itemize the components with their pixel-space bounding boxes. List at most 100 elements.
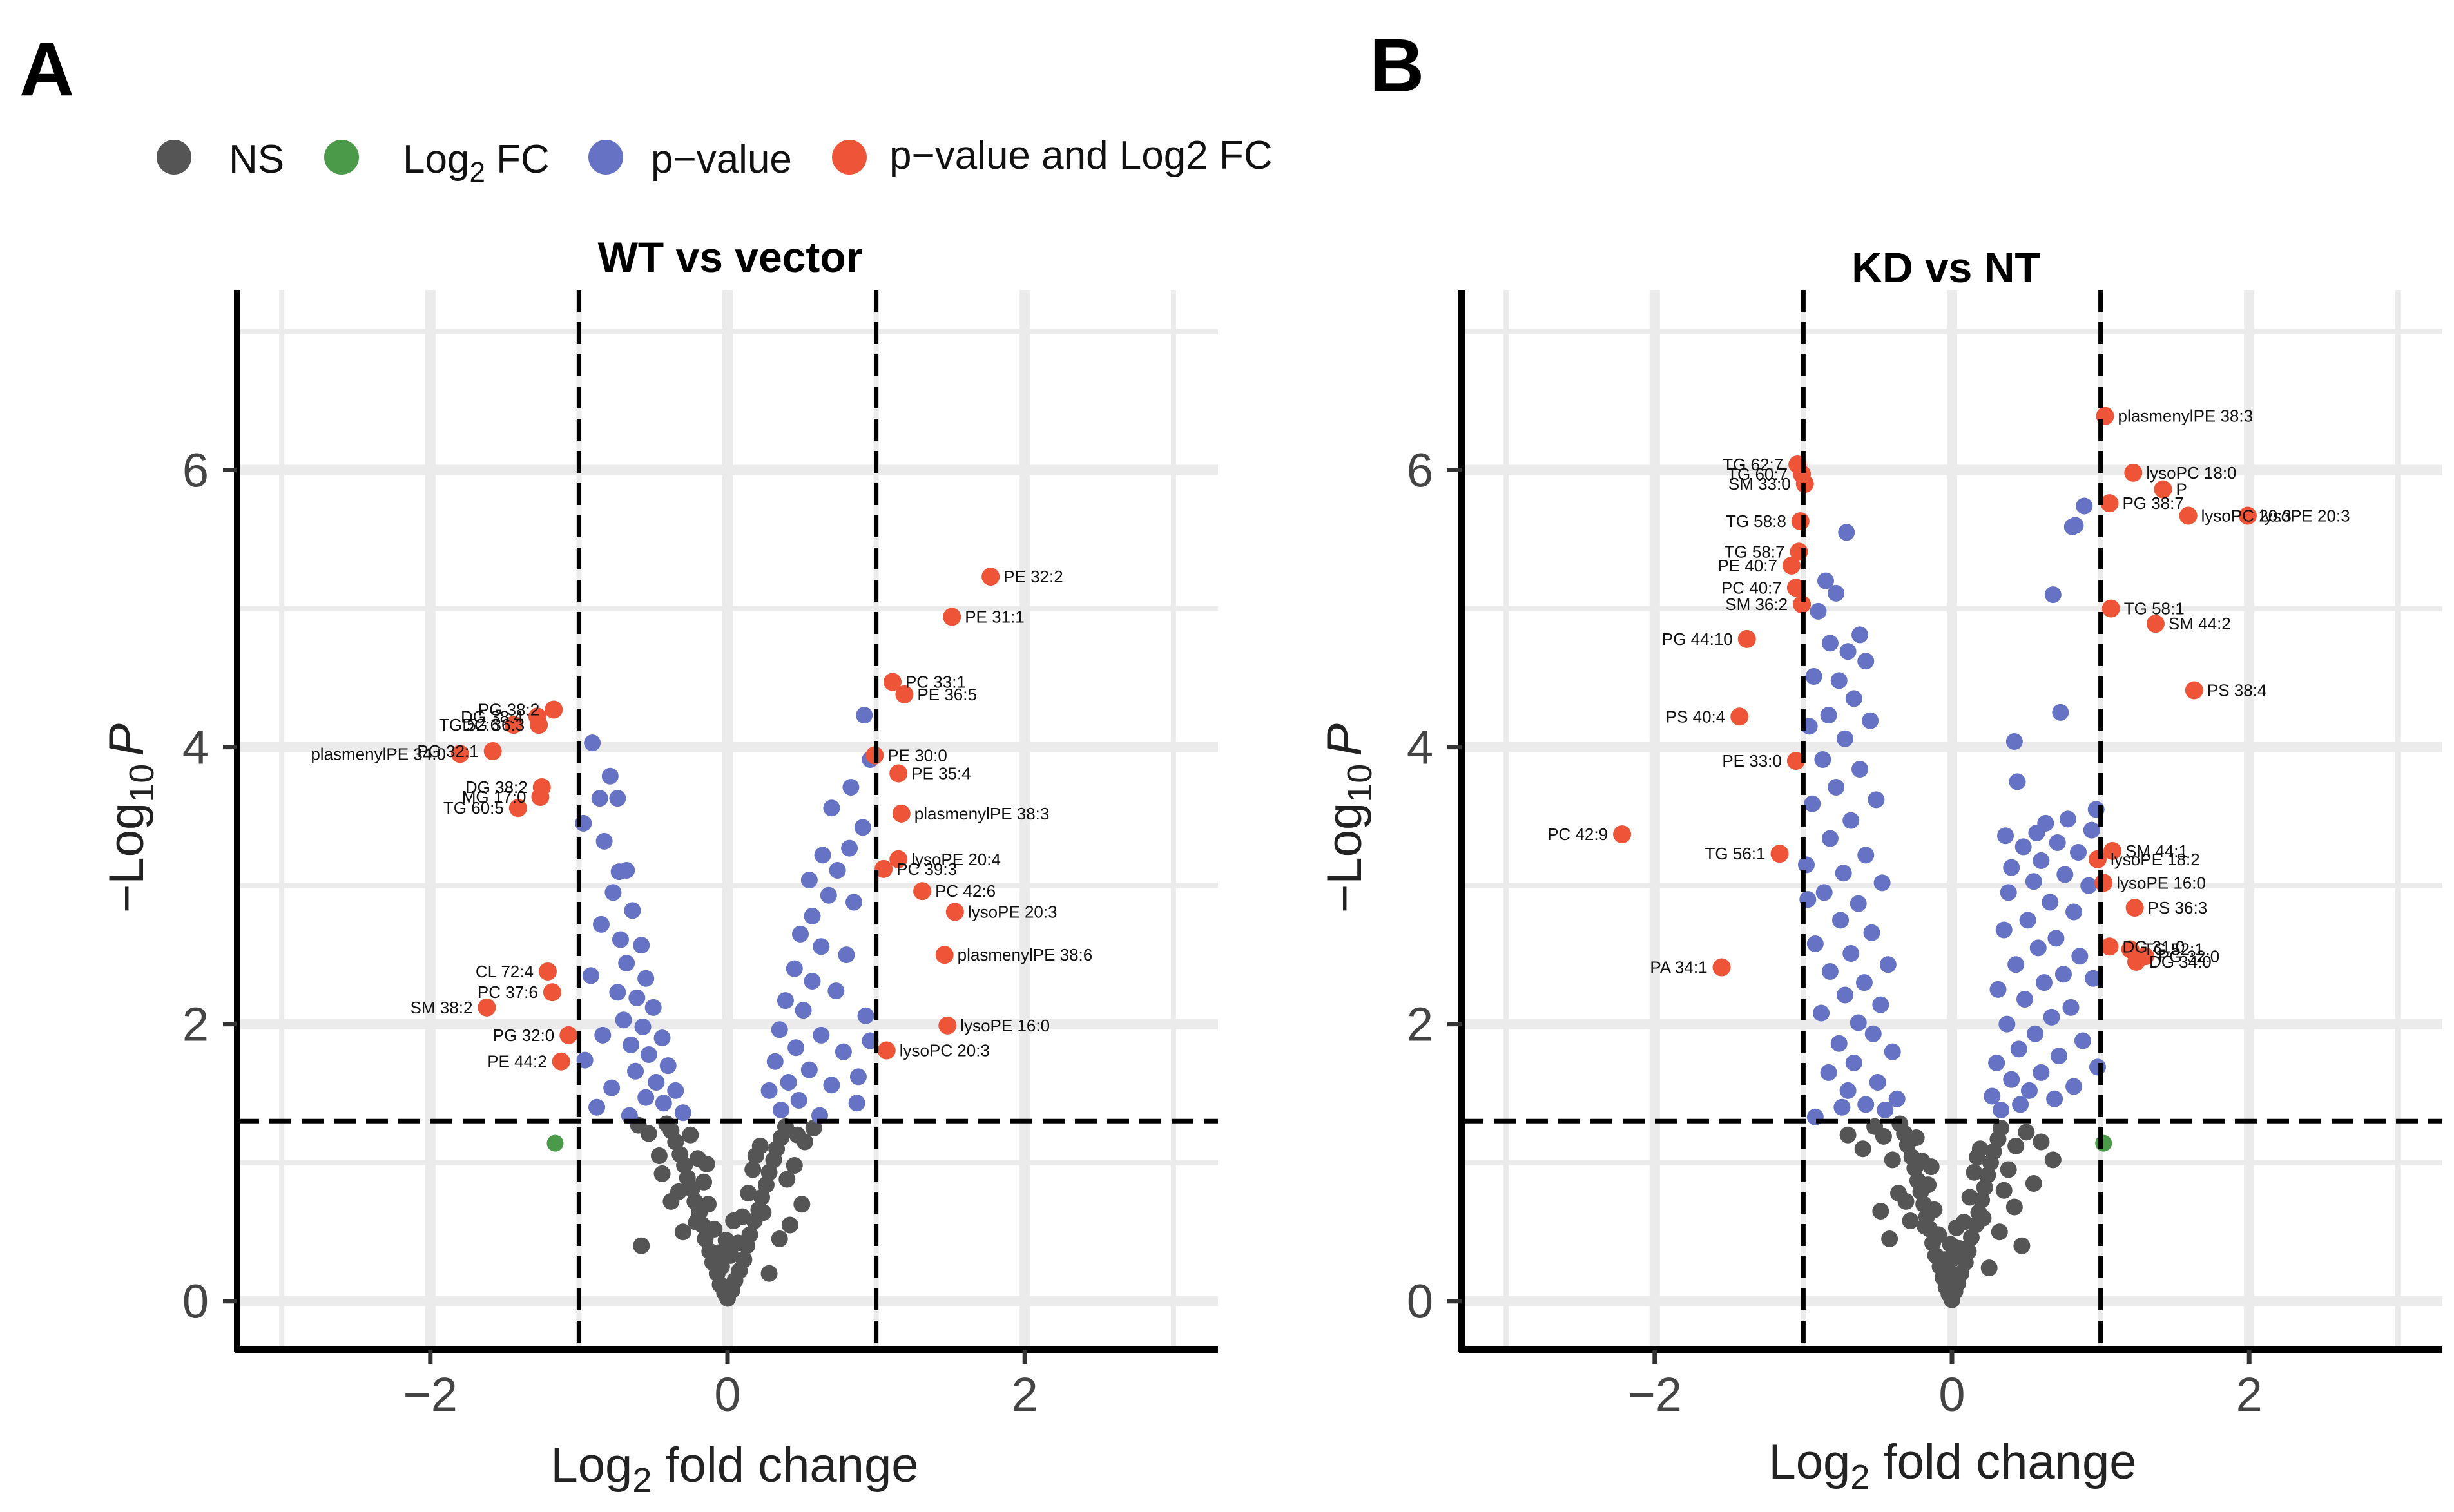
point-pvalue	[813, 1026, 830, 1044]
point-pvalue	[2003, 859, 2020, 876]
point-pvalue	[1830, 672, 1848, 689]
point-ns	[1922, 1158, 1940, 1176]
point-label: plasmenylPE 38:6	[958, 945, 1093, 964]
point-pvalue	[2007, 956, 2025, 973]
point-label: PG 44:10	[1662, 629, 1733, 649]
point-pvalue	[1810, 602, 1827, 620]
point-pvalue	[2033, 852, 2050, 869]
point-pvalue	[667, 1082, 684, 1099]
point-pvalue	[1820, 1064, 1837, 1081]
point-pvalue-and-log2fc	[2127, 952, 2145, 971]
point-label: PS 36:3	[2148, 898, 2208, 917]
point-pvalue	[814, 847, 831, 864]
y-tick-label: 6	[182, 444, 209, 497]
point-ns	[2033, 1133, 2050, 1151]
point-label: lysoPC 18:0	[2146, 463, 2236, 483]
point-pvalue	[2065, 903, 2083, 921]
point-label: PC 37:6	[478, 982, 538, 1002]
point-pvalue	[1877, 1101, 1894, 1118]
y-tick-label: 4	[182, 721, 209, 774]
point-pvalue	[609, 984, 626, 1001]
panel-a: A WT vs vector PE 32:2PE 31:1PC 33:1PE 3…	[19, 27, 1218, 1500]
threshold-lines-b	[1462, 290, 2442, 1350]
point-pvalue	[1993, 1101, 2010, 1118]
x-tick-label: 2	[1012, 1368, 1038, 1421]
point-pvalue	[1805, 667, 1822, 685]
y-axis-label-a: −Log10 P	[99, 723, 161, 913]
point-pvalue	[2071, 948, 2089, 965]
point-pvalue-and-log2fc	[545, 700, 563, 719]
point-pvalue-and-log2fc	[1712, 958, 1731, 977]
point-pvalue	[1828, 584, 1845, 602]
point-label: PE 33:0	[1722, 751, 1782, 770]
point-pvalue	[845, 894, 863, 911]
point-ns	[698, 1155, 715, 1172]
point-label: SM 44:1	[2125, 841, 2188, 861]
point-ns	[1945, 1250, 1962, 1267]
point-ns	[1995, 1182, 2013, 1199]
point-pvalue	[1851, 761, 1869, 778]
point-ns	[793, 1196, 811, 1213]
point-ns	[744, 1161, 762, 1178]
axes-a: −2 0 2 0 2 4 6	[182, 290, 1218, 1421]
point-pvalue-and-log2fc	[1786, 752, 1805, 770]
point-pvalue	[612, 931, 629, 948]
point-pvalue	[1845, 690, 1862, 707]
point-ns	[2013, 1237, 2031, 1254]
x-axis-label-a-main: Log	[551, 1438, 633, 1493]
point-label: SM 36:2	[1725, 595, 1788, 614]
point-pvalue	[1817, 572, 1834, 589]
point-pvalue	[835, 1043, 852, 1060]
point-pvalue	[1806, 935, 1824, 952]
point-ns	[722, 1247, 739, 1264]
point-ns	[1942, 1236, 1959, 1253]
y-axis-label-b: −Log10 P	[1317, 723, 1379, 913]
point-pvalue	[1821, 635, 1839, 652]
point-pvalue	[2062, 999, 2080, 1016]
plot-area-a: PE 32:2 PE 31:1 PC 33:1PE 36:5 PE 30:0PE 35…	[182, 290, 1218, 1421]
point-pvalue	[2065, 1078, 2083, 1095]
point-ns	[700, 1196, 717, 1213]
point-ns	[786, 1157, 803, 1174]
point-ns	[740, 1185, 757, 1202]
point-pvalue	[849, 1068, 867, 1086]
point-pvalue	[2035, 974, 2053, 991]
point-pvalue-and-log2fc	[892, 804, 911, 823]
y-axis-label-b-main: −Log	[1317, 803, 1372, 913]
point-pvalue	[2043, 1008, 2060, 1026]
point-pvalue-and-log2fc	[1770, 845, 1789, 863]
point-label: TG 58:7	[1725, 542, 1785, 561]
point-label: lysoPE 20:4	[911, 850, 1001, 869]
point-pvalue	[2027, 1025, 2044, 1042]
point-ns	[2025, 1174, 2042, 1192]
point-pvalue	[780, 1073, 797, 1091]
point-ns	[2018, 1124, 2035, 1141]
point-ns	[1891, 1115, 1909, 1133]
point-pvalue	[2076, 497, 2093, 515]
point-pvalue	[838, 946, 855, 964]
point-pvalue	[842, 778, 860, 796]
point-pvalue	[1857, 1096, 1875, 1113]
point-pvalue-and-log2fc	[2154, 480, 2172, 499]
point-label: lysoPC 20:3	[2201, 506, 2292, 526]
point-pvalue	[1984, 1087, 2001, 1105]
point-pvalue	[659, 1057, 677, 1075]
legend-label-pvalue-and-log2fc: p−value and Log2 FC	[889, 133, 1273, 178]
point-pvalue	[588, 1098, 606, 1116]
point-ns	[1839, 1126, 1857, 1144]
point-label: P	[2176, 480, 2187, 499]
point-ns	[1897, 1192, 1915, 1210]
x-tick-label: −2	[1628, 1368, 1682, 1421]
y-tick-label: 4	[1407, 721, 1433, 774]
point-label: PC 42:6	[935, 881, 996, 901]
point-pvalue-and-log2fc	[883, 673, 902, 691]
point-pvalue	[2052, 703, 2069, 721]
point-pvalue	[655, 1095, 672, 1112]
point-pvalue-and-log2fc	[877, 1041, 896, 1060]
point-pvalue	[2028, 824, 2045, 841]
x-tick-label: −2	[403, 1368, 458, 1421]
point-pvalue-and-log2fc	[1793, 595, 1812, 614]
point-pvalue	[800, 1061, 818, 1078]
point-label: lysoPE 20:3	[2261, 506, 2350, 526]
